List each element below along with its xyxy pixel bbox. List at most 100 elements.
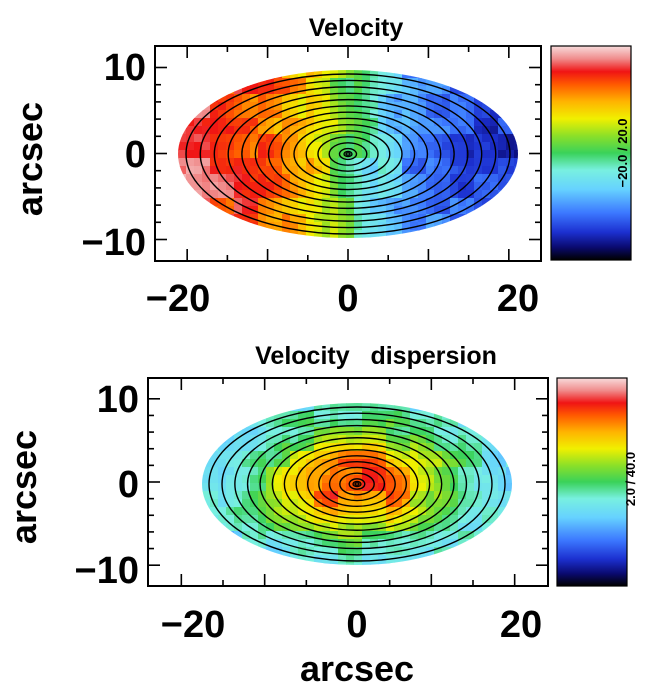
map-pixel — [298, 102, 307, 111]
map-pixel — [210, 142, 219, 151]
map-pixel — [322, 499, 331, 508]
map-pixel — [242, 94, 251, 103]
map-pixel — [298, 222, 307, 231]
map-pixel — [386, 475, 395, 484]
map-pixel — [298, 483, 307, 492]
map-pixel — [202, 190, 211, 199]
map-pixel — [210, 190, 219, 199]
map-pixel — [234, 523, 243, 532]
map-pixel — [306, 174, 315, 183]
map-pixel — [202, 198, 211, 207]
map-pixel — [458, 86, 467, 95]
map-pixel — [474, 118, 483, 127]
map-pixel — [306, 142, 315, 151]
map-pixel — [234, 531, 243, 540]
map-pixel — [482, 475, 491, 484]
map-pixel — [274, 483, 283, 492]
map-pixel — [450, 539, 459, 548]
map-pixel — [434, 475, 443, 484]
map-pixel — [338, 523, 347, 532]
map-pixel — [250, 443, 259, 452]
map-pixel — [258, 419, 267, 428]
map-pixel — [290, 86, 299, 95]
map-pixel — [458, 174, 467, 183]
map-pixel — [458, 94, 467, 103]
map-pixel — [306, 118, 315, 127]
map-pixel — [258, 435, 267, 444]
map-pixel — [378, 222, 387, 231]
map-pixel — [178, 118, 187, 127]
map-pixel — [426, 126, 435, 135]
map-pixel — [386, 206, 395, 215]
map-pixel — [242, 515, 251, 524]
map-pixel — [202, 499, 211, 508]
map-pixel — [370, 206, 379, 215]
map-pixel — [378, 126, 387, 135]
map-pixel — [410, 475, 419, 484]
map-pixel — [434, 142, 443, 151]
map-pixel — [458, 523, 467, 532]
map-pixel — [410, 483, 419, 492]
map-pixel — [298, 435, 307, 444]
x-tick-label: −20 — [161, 604, 225, 646]
map-pixel — [418, 419, 427, 428]
map-pixel — [306, 451, 315, 460]
map-pixel — [282, 182, 291, 191]
map-pixel — [466, 198, 475, 207]
map-pixel — [418, 427, 427, 436]
map-pixel — [426, 166, 435, 175]
map-pixel — [354, 126, 363, 135]
map-pixel — [250, 142, 259, 151]
isophote-contours — [185, 73, 511, 235]
map-pixel — [282, 150, 291, 159]
map-pixel — [378, 190, 387, 199]
map-pixel — [354, 515, 363, 524]
map-pixel — [410, 515, 419, 524]
map-pixel — [378, 499, 387, 508]
map-pixel — [306, 435, 315, 444]
map-pixel — [218, 110, 227, 119]
map-pixel — [426, 491, 435, 500]
map-pixel — [258, 206, 267, 215]
map-pixel — [370, 198, 379, 207]
map-pixel — [386, 222, 395, 231]
map-pixel — [378, 158, 387, 167]
map-pixel — [338, 435, 347, 444]
map-pixel — [458, 499, 467, 508]
map-pixel — [306, 86, 315, 95]
map-pixel — [194, 158, 203, 167]
map-pixel — [266, 94, 275, 103]
map-pixel — [306, 190, 315, 199]
map-pixel — [498, 166, 507, 175]
map-pixel — [458, 459, 467, 468]
map-pixel — [258, 134, 267, 143]
map-pixel — [314, 507, 323, 516]
map-pixel — [330, 443, 339, 452]
map-pixel — [402, 523, 411, 532]
map-pixel — [290, 174, 299, 183]
map-pixel — [426, 507, 435, 516]
map-pixel — [490, 110, 499, 119]
map-pixel — [234, 515, 243, 524]
map-pixel — [282, 126, 291, 135]
map-pixel — [282, 142, 291, 151]
map-pixel — [226, 491, 235, 500]
map-pixel — [346, 459, 355, 468]
map-pixel — [506, 451, 512, 460]
map-pixel — [274, 150, 283, 159]
map-pixel — [394, 427, 403, 436]
map-pixel — [346, 547, 355, 556]
map-pixel — [266, 427, 275, 436]
map-pixel — [290, 539, 299, 548]
map-pixel — [466, 507, 475, 516]
map-pixel — [282, 555, 291, 564]
map-pixel — [338, 467, 347, 476]
map-pixel — [298, 198, 307, 207]
map-pixel — [370, 515, 379, 524]
map-pixel — [410, 451, 419, 460]
map-pixel — [202, 507, 211, 516]
map-pixel — [322, 150, 331, 159]
map-pixel — [282, 230, 291, 238]
map-pixel — [226, 206, 235, 215]
map-pixel — [370, 86, 379, 95]
